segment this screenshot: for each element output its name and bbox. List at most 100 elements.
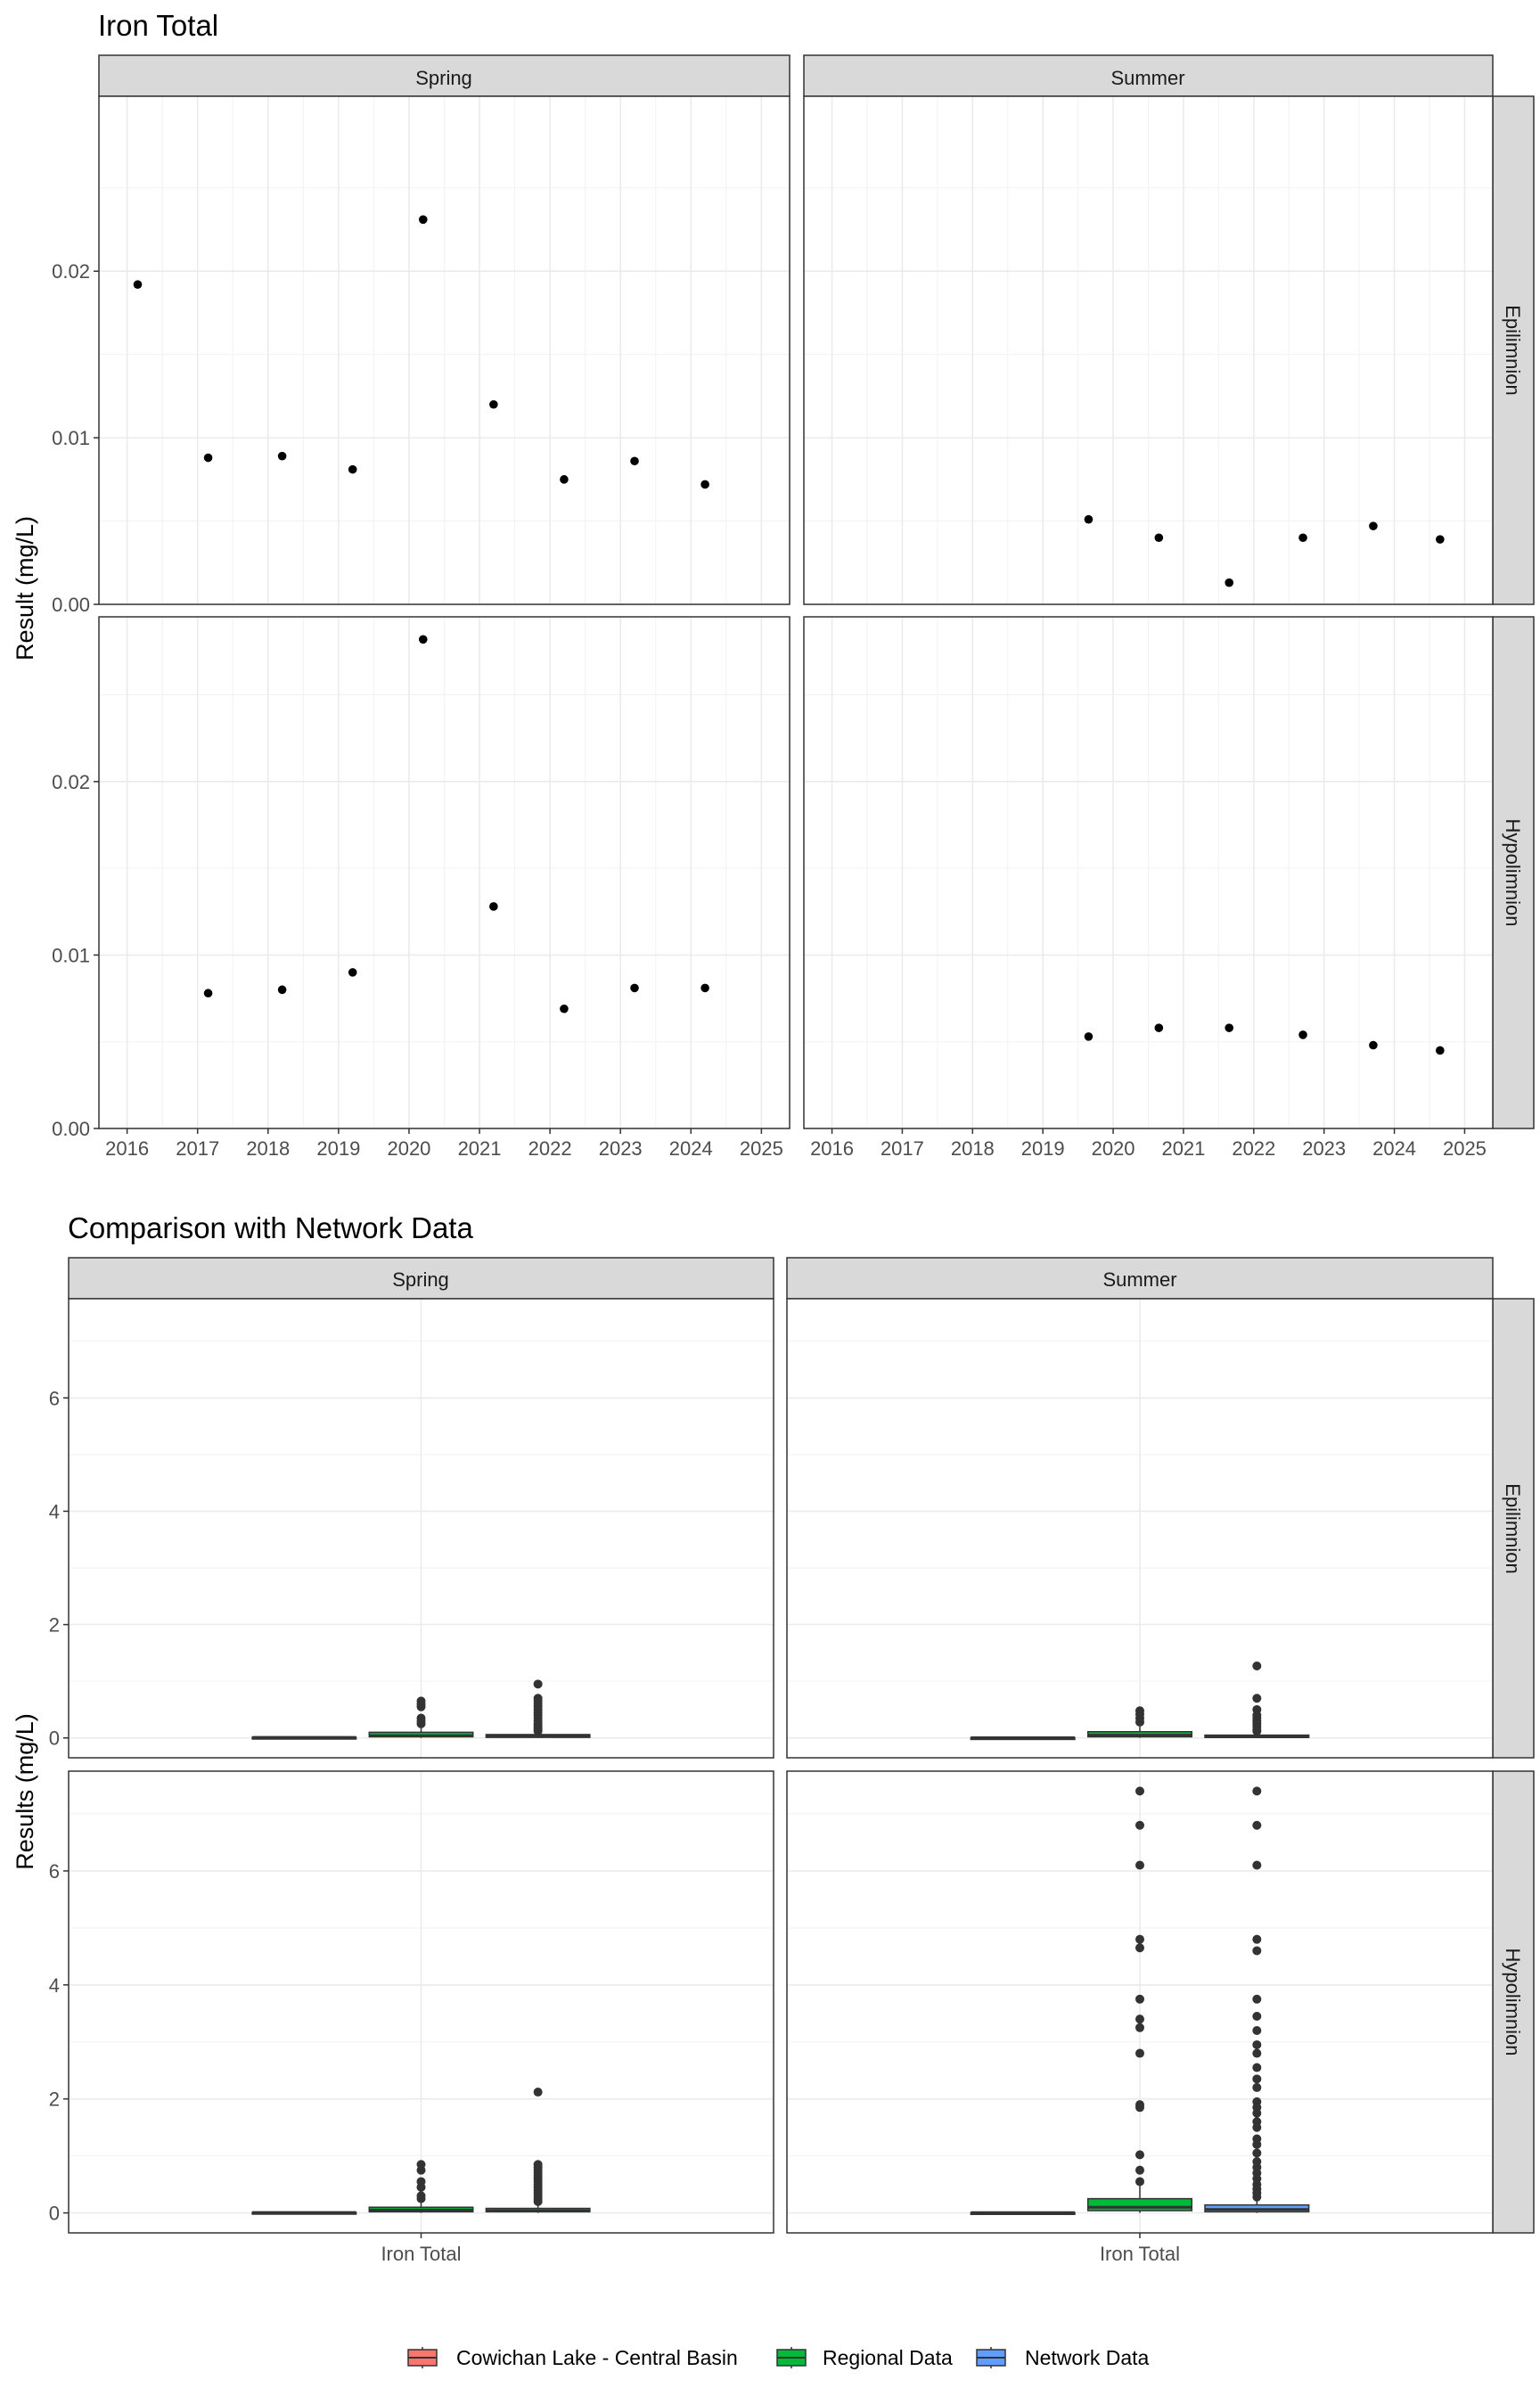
data-point <box>1225 578 1234 587</box>
chart1-ylabel: Result (mg/L) <box>12 516 38 661</box>
outlier-point <box>1135 2014 1144 2024</box>
y-tick-label: 0.02 <box>52 771 90 793</box>
x-tick-label: 2025 <box>740 1137 783 1160</box>
outlier-point <box>533 1694 543 1703</box>
data-point <box>277 985 287 995</box>
chart1-strip-hypolimnion-label: Hypolimnion <box>1502 818 1524 926</box>
legend-label-regional: Regional Data <box>823 2346 953 2369</box>
data-point <box>489 399 498 409</box>
data-point <box>489 902 498 911</box>
boxplot <box>251 1735 357 1740</box>
legend-key-regional <box>776 2347 807 2368</box>
outlier-point <box>1252 2117 1262 2127</box>
outlier-point <box>1252 2074 1262 2084</box>
data-point <box>133 280 143 289</box>
x-tick-label: 2016 <box>105 1137 149 1160</box>
outlier-point <box>1135 1994 1144 2004</box>
x-tick-label: 2018 <box>246 1137 290 1160</box>
outlier-point <box>1252 2048 1262 2058</box>
outlier-point <box>1252 2011 1262 2021</box>
chart1-strip-spring <box>98 54 790 97</box>
x-tick-label: 2022 <box>528 1137 572 1160</box>
chart1-strip-summer-label: Summer <box>1110 67 1184 89</box>
x-tick-label: 2017 <box>176 1137 219 1160</box>
data-point <box>1436 1046 1445 1055</box>
outlier-point <box>1135 1934 1144 1944</box>
x-tick-label: 2023 <box>599 1137 643 1160</box>
x-tick-label: 2023 <box>1302 1137 1346 1160</box>
data-point <box>418 635 428 644</box>
outlier-point <box>1135 2023 1144 2032</box>
x-tick-label: 2019 <box>1021 1137 1065 1160</box>
panel-border <box>98 616 790 1129</box>
x-tick-label: 2019 <box>316 1137 360 1160</box>
data-point <box>630 456 639 466</box>
chart2-strip-summer <box>786 1257 1494 1300</box>
data-point <box>1298 533 1307 543</box>
data-point <box>1369 521 1378 530</box>
boxplot <box>1086 1706 1193 1738</box>
x-tick-label: 2020 <box>1092 1137 1135 1160</box>
outlier-point <box>533 1679 543 1689</box>
outlier-point <box>1252 2148 1262 2158</box>
y-tick-label: 0.00 <box>52 1118 90 1140</box>
boxplot <box>368 2160 474 2213</box>
outlier-point <box>1135 2048 1144 2058</box>
chart2-strip-spring <box>68 1257 774 1300</box>
outlier-point <box>1252 1994 1262 2004</box>
outlier-point <box>416 1713 426 1723</box>
outlier-point <box>1135 1706 1144 1716</box>
y-tick-label: 0.01 <box>52 944 90 966</box>
x-tick-label: 2022 <box>1232 1137 1275 1160</box>
chart2-ylabel: Results (mg/L) <box>12 1713 38 1870</box>
outlier-point <box>1135 2100 1144 2110</box>
y-tick-label: 0.01 <box>52 427 90 449</box>
chart2-strip-hypolimnion-label: Hypolimnion <box>1502 1948 1524 2055</box>
data-point <box>1436 535 1445 544</box>
data-point <box>560 1004 569 1013</box>
panel-border <box>98 95 790 605</box>
boxplot <box>485 2088 591 2213</box>
legend: Cowichan Lake - Central Basin Regional D… <box>407 2346 1150 2369</box>
box <box>1086 2197 1193 2211</box>
data-point <box>700 983 709 993</box>
data-point <box>560 475 569 484</box>
y-tick-label: 2 <box>49 2088 60 2111</box>
data-point <box>1298 1030 1307 1039</box>
x-tick-label: 2018 <box>951 1137 995 1160</box>
outlier-point <box>1135 1860 1144 1870</box>
x-tick-label: 2016 <box>810 1137 854 1160</box>
data-point <box>700 480 709 489</box>
outlier-point <box>1252 2039 1262 2049</box>
outlier-point <box>1252 1934 1262 1944</box>
outlier-point <box>533 2160 543 2170</box>
outlier-point <box>416 2160 426 2170</box>
legend-key-network <box>976 2347 1006 2368</box>
y-tick-label: 4 <box>49 1974 60 1997</box>
data-point <box>348 464 357 474</box>
data-point <box>418 215 428 225</box>
boxplot <box>1204 1662 1310 1738</box>
boxplot <box>1204 1786 1310 2213</box>
data-point <box>348 968 357 977</box>
outlier-point <box>416 2177 426 2187</box>
outlier-point <box>416 1696 426 1706</box>
chart2-strip-summer-label: Summer <box>1102 1268 1176 1291</box>
data-point <box>277 451 287 461</box>
y-tick-label: 0 <box>49 2203 60 2225</box>
outlier-point <box>1135 1943 1144 1953</box>
outlier-point <box>1252 1946 1262 1956</box>
y-tick-label: 6 <box>49 1860 60 1883</box>
chart2-panel-epilimnion-spring: 0 2 4 6 <box>49 1298 774 1759</box>
x-tick-label: 2024 <box>669 1137 713 1160</box>
panel-border <box>803 95 1494 605</box>
boxplot <box>970 1735 1076 1741</box>
x-tick-label: 2021 <box>458 1137 502 1160</box>
outlier-point <box>1252 1694 1262 1703</box>
data-point <box>630 983 639 993</box>
outlier-point <box>1135 2150 1144 2160</box>
outlier-point <box>1252 2025 1262 2035</box>
data-point <box>203 453 213 463</box>
data-point <box>1084 514 1094 524</box>
legend-key-cowichan <box>407 2347 438 2368</box>
